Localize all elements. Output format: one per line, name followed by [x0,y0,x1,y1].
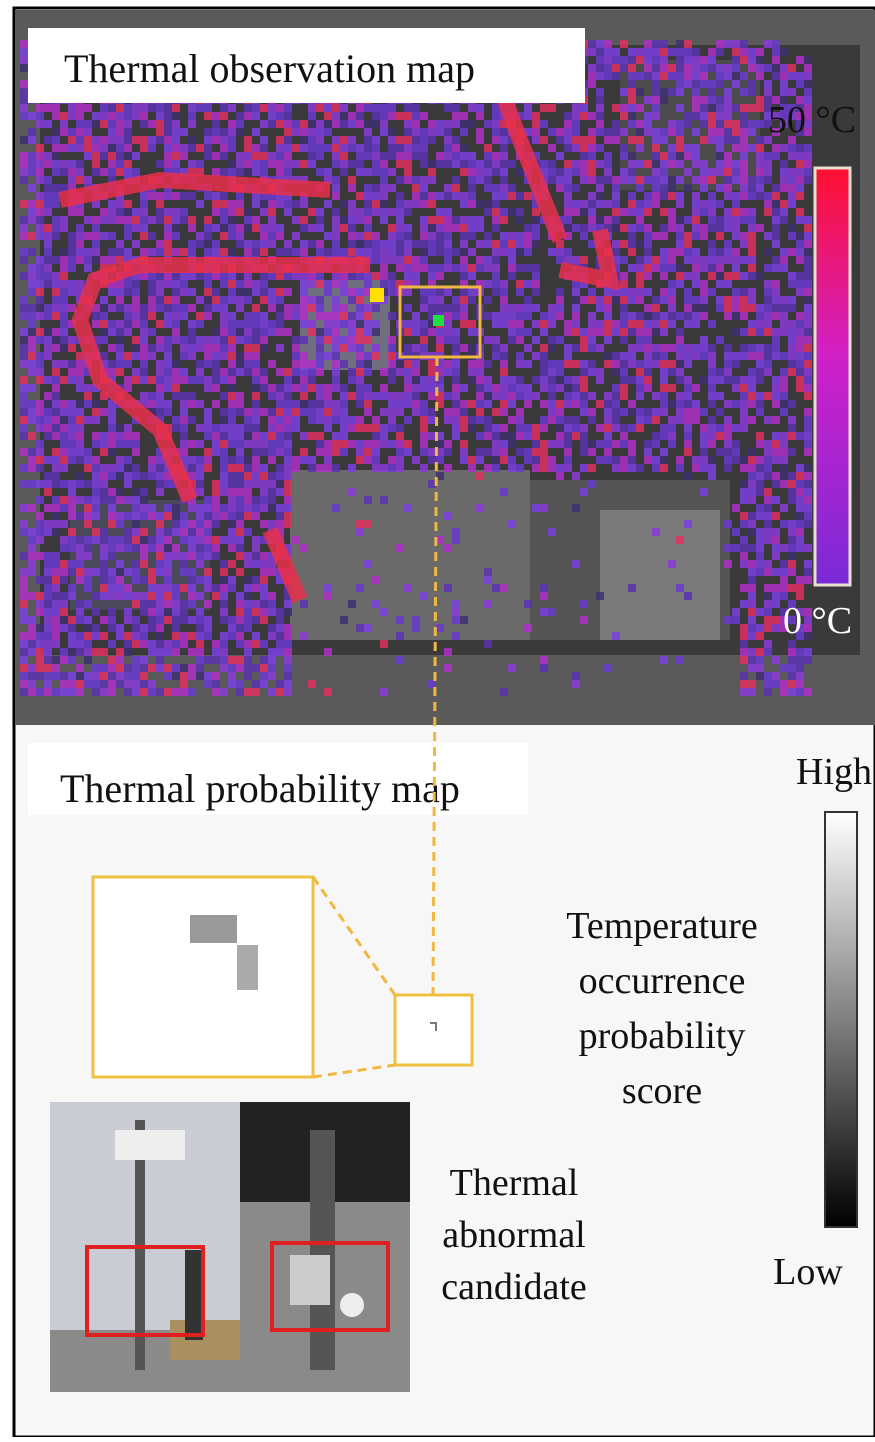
temperature-colorbar [815,168,850,585]
scale-max: 50 °C [768,99,856,141]
scale-label-line: Temperature [566,905,757,947]
green-marker [433,315,444,326]
figure: Thermal observation map 50 °C 0 °C Therm… [0,0,875,1437]
candidate-label-line: Thermal [450,1162,579,1204]
candidate-label-line: abnormal [442,1214,586,1256]
scale-label-line: probability [579,1015,746,1057]
scale-low: Low [773,1251,843,1293]
top-title: Thermal observation map [64,46,475,91]
thermal-photo [240,1102,410,1392]
small-box [395,995,472,1065]
zoom-box [93,877,313,1077]
prob-pixel [237,945,258,990]
scale-high: High [796,751,872,793]
probability-colorbar [825,812,857,1227]
bottom-title: Thermal probability map [60,766,460,811]
yellow-marker [370,288,384,302]
scale-label-line: score [622,1070,702,1112]
prob-pixel [190,915,237,943]
scale-min: 0 °C [783,600,852,642]
candidate-label-line: candidate [441,1266,587,1308]
scale-label-line: occurrence [579,960,746,1002]
